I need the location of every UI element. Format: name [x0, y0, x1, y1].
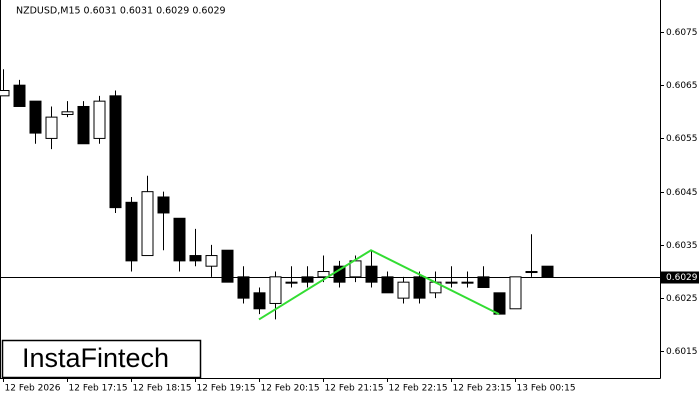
- candle-body: [285, 281, 298, 284]
- candle-body: [157, 196, 170, 214]
- candle-body: [13, 84, 26, 107]
- candle-body: [269, 276, 282, 304]
- candle-body: [493, 292, 506, 315]
- y-tick-label: 0.6055: [666, 134, 698, 144]
- y-tick-label: 0.6065: [666, 81, 698, 91]
- candle-body: [221, 249, 234, 283]
- candle-body: [109, 95, 122, 209]
- candle-body: [445, 281, 458, 284]
- candle-body: [189, 255, 202, 262]
- candle-body: [413, 276, 426, 299]
- chart-title: NZDUSD,M15 0.6031 0.6031 0.6029 0.6029: [16, 6, 226, 17]
- x-tick-label: 12 Feb 23:15: [453, 384, 512, 394]
- x-tick-label: 12 Feb 19:15: [197, 384, 256, 394]
- candle-body: [77, 105, 90, 145]
- candle-body: [461, 281, 474, 284]
- candle-body: [93, 100, 106, 139]
- candle-body: [253, 292, 266, 310]
- candle-body: [0, 90, 10, 97]
- watermark: InstaFintech: [22, 343, 169, 373]
- x-tick-label: 12 Feb 22:15: [389, 384, 448, 394]
- candle-body: [125, 201, 138, 262]
- pattern-line: [258, 249, 500, 321]
- candle-body: [317, 271, 330, 278]
- y-tick-label: 0.6025: [666, 294, 698, 304]
- y-tick-label: 0.6075: [666, 28, 698, 38]
- x-tick-label: 12 Feb 18:15: [133, 384, 192, 394]
- candle-body: [45, 116, 58, 139]
- y-tick-label: 0.6015: [666, 347, 698, 357]
- candle-body: [397, 281, 410, 299]
- last-price-label: 0.6029: [666, 273, 698, 283]
- x-tick-label: 13 Feb 00:15: [517, 384, 576, 394]
- candle-body: [29, 100, 42, 134]
- x-tick-label: 12 Feb 20:15: [261, 384, 320, 394]
- last-price-box: [661, 271, 699, 284]
- x-tick-label: 12 Feb 21:15: [325, 384, 384, 394]
- candle-body: [141, 191, 154, 257]
- candle-body: [205, 255, 218, 267]
- candle-body: [509, 276, 522, 310]
- candle-body: [173, 217, 186, 262]
- x-tick-label: 12 Feb 17:15: [69, 384, 128, 394]
- candle-body: [525, 271, 538, 274]
- y-tick-label: 0.6045: [666, 188, 698, 198]
- candle-body: [301, 276, 314, 283]
- candle-body: [365, 265, 378, 283]
- candle-body: [237, 276, 250, 299]
- candle-body: [381, 276, 394, 294]
- candle-body: [477, 276, 490, 288]
- candle-body: [541, 265, 554, 278]
- x-tick-label: 12 Feb 2026: [5, 384, 61, 394]
- logo-box: [1, 339, 202, 379]
- candle-body: [61, 111, 74, 115]
- y-tick-label: 0.6035: [666, 241, 698, 251]
